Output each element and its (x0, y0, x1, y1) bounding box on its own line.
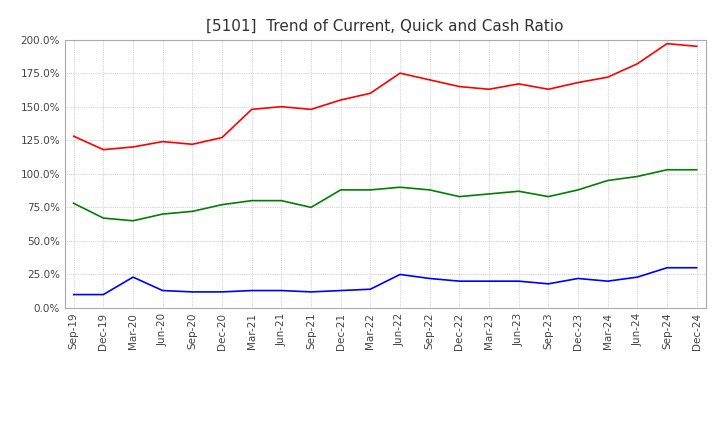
Cash Ratio (662, 265, 671, 270)
Cash Ratio (544, 281, 553, 286)
Cash Ratio (129, 275, 138, 280)
Current Ratio (603, 74, 612, 80)
Quick Ratio (574, 187, 582, 193)
Quick Ratio (485, 191, 493, 197)
Current Ratio (129, 144, 138, 150)
Quick Ratio (69, 201, 78, 206)
Quick Ratio (158, 211, 167, 216)
Cash Ratio (455, 279, 464, 284)
Current Ratio (99, 147, 108, 152)
Quick Ratio (426, 187, 434, 193)
Current Ratio (188, 142, 197, 147)
Quick Ratio (248, 198, 256, 203)
Cash Ratio (217, 289, 226, 294)
Cash Ratio (69, 292, 78, 297)
Cash Ratio (277, 288, 286, 293)
Cash Ratio (574, 276, 582, 281)
Current Ratio (544, 87, 553, 92)
Current Ratio (662, 41, 671, 46)
Cash Ratio (485, 279, 493, 284)
Current Ratio (158, 139, 167, 144)
Current Ratio (307, 107, 315, 112)
Quick Ratio (99, 216, 108, 221)
Cash Ratio (366, 286, 374, 292)
Quick Ratio (633, 174, 642, 179)
Line: Cash Ratio: Cash Ratio (73, 268, 697, 295)
Current Ratio (277, 104, 286, 109)
Current Ratio (396, 70, 405, 76)
Current Ratio (69, 134, 78, 139)
Current Ratio (426, 77, 434, 82)
Quick Ratio (366, 187, 374, 193)
Title: [5101]  Trend of Current, Quick and Cash Ratio: [5101] Trend of Current, Quick and Cash … (207, 19, 564, 34)
Quick Ratio (129, 218, 138, 224)
Cash Ratio (603, 279, 612, 284)
Current Ratio (336, 97, 345, 103)
Quick Ratio (336, 187, 345, 193)
Quick Ratio (693, 167, 701, 172)
Cash Ratio (336, 288, 345, 293)
Current Ratio (574, 80, 582, 85)
Current Ratio (485, 87, 493, 92)
Cash Ratio (158, 288, 167, 293)
Current Ratio (693, 44, 701, 49)
Current Ratio (248, 107, 256, 112)
Cash Ratio (248, 288, 256, 293)
Quick Ratio (307, 205, 315, 210)
Quick Ratio (217, 202, 226, 207)
Cash Ratio (307, 289, 315, 294)
Cash Ratio (99, 292, 108, 297)
Line: Quick Ratio: Quick Ratio (73, 170, 697, 221)
Quick Ratio (544, 194, 553, 199)
Line: Current Ratio: Current Ratio (73, 44, 697, 150)
Quick Ratio (396, 185, 405, 190)
Current Ratio (217, 135, 226, 140)
Current Ratio (366, 91, 374, 96)
Cash Ratio (514, 279, 523, 284)
Cash Ratio (633, 275, 642, 280)
Current Ratio (455, 84, 464, 89)
Quick Ratio (455, 194, 464, 199)
Quick Ratio (662, 167, 671, 172)
Current Ratio (633, 61, 642, 66)
Quick Ratio (188, 209, 197, 214)
Quick Ratio (603, 178, 612, 183)
Cash Ratio (396, 272, 405, 277)
Cash Ratio (188, 289, 197, 294)
Current Ratio (514, 81, 523, 87)
Quick Ratio (277, 198, 286, 203)
Quick Ratio (514, 189, 523, 194)
Cash Ratio (693, 265, 701, 270)
Cash Ratio (426, 276, 434, 281)
